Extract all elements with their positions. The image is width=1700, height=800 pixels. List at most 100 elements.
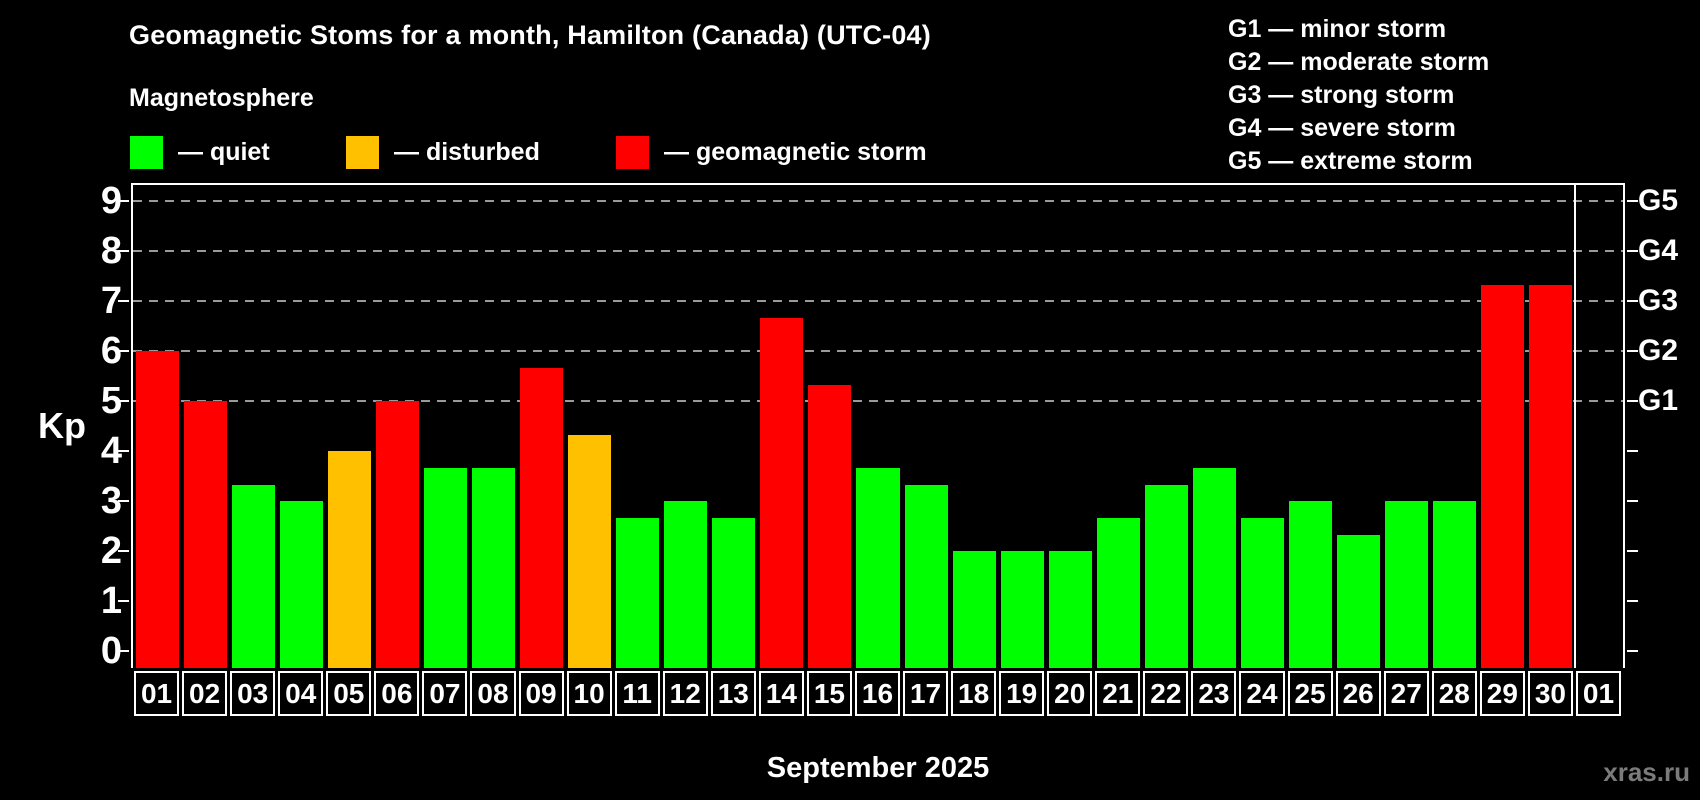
right-axis-tick <box>1627 400 1638 402</box>
day-label-24: 24 <box>1239 671 1285 716</box>
day-label-23: 23 <box>1191 671 1237 716</box>
left-axis-tick <box>118 400 129 402</box>
day-label-20: 20 <box>1047 671 1093 716</box>
kp-bar-day-06 <box>375 401 419 668</box>
gridline-kp8 <box>133 250 1623 252</box>
kp-bar-day-12 <box>664 501 708 668</box>
g2-legend-line: G2 — moderate storm <box>1228 48 1490 76</box>
day-label-18: 18 <box>951 671 997 716</box>
day-label-11: 11 <box>614 671 660 716</box>
left-axis-tick <box>118 300 129 302</box>
month-boundary-line <box>1573 185 1576 668</box>
left-axis-tick <box>118 200 129 202</box>
day-label-25: 25 <box>1287 671 1333 716</box>
y-tick-label-3: 3 <box>100 480 122 522</box>
status-legend: — quiet — disturbed — geomagnetic storm <box>130 136 927 169</box>
day-label-28: 28 <box>1431 671 1477 716</box>
kp-bar-day-03 <box>231 484 275 668</box>
kp-bar-day-13 <box>712 517 756 668</box>
kp-bar-day-09 <box>520 367 564 668</box>
day-label-10: 10 <box>566 671 612 716</box>
quiet-label: — quiet <box>178 138 270 166</box>
y-tick-label-8: 8 <box>100 230 122 272</box>
day-label-17: 17 <box>903 671 949 716</box>
g1-legend-line: G1 — minor storm <box>1228 15 1447 43</box>
y-tick-label-2: 2 <box>100 530 122 572</box>
right-axis-label-g5: G5 <box>1638 184 1679 217</box>
day-label-09: 09 <box>518 671 564 716</box>
day-label-13: 13 <box>710 671 756 716</box>
kp-bar-day-20 <box>1048 551 1092 668</box>
y-tick-label-0: 0 <box>100 630 122 672</box>
kp-bar-day-14 <box>760 317 804 668</box>
g4-legend-line: G4 — severe storm <box>1228 114 1456 142</box>
right-axis-tick <box>1627 450 1638 452</box>
kp-bar-day-15 <box>808 384 852 668</box>
legend-item-disturbed: — disturbed <box>346 136 616 169</box>
day-label-29: 29 <box>1479 671 1525 716</box>
kp-bar-day-17 <box>904 484 948 668</box>
kp-bar-day-18 <box>952 551 996 668</box>
y-tick-label-1: 1 <box>100 580 122 622</box>
day-label-02: 02 <box>182 671 228 716</box>
right-axis-tick <box>1627 250 1638 252</box>
kp-bar-day-28 <box>1433 501 1477 668</box>
day-label-26: 26 <box>1335 671 1381 716</box>
day-label-19: 19 <box>999 671 1045 716</box>
right-axis-tick <box>1627 550 1638 552</box>
right-axis-tick <box>1627 200 1638 202</box>
kp-bar-day-05 <box>327 451 371 668</box>
day-label-08: 08 <box>470 671 516 716</box>
day-label-07: 07 <box>422 671 468 716</box>
left-axis-tick <box>118 500 129 502</box>
quiet-swatch <box>130 136 163 169</box>
day-label-22: 22 <box>1143 671 1189 716</box>
left-axis-tick <box>118 600 129 602</box>
kp-bar-day-29 <box>1481 284 1525 668</box>
kp-bar-day-11 <box>616 517 660 668</box>
plot-area <box>118 183 1638 668</box>
storm-swatch <box>616 136 649 169</box>
kp-bar-day-19 <box>1000 551 1044 668</box>
plot-inner <box>118 185 1638 668</box>
right-axis-tick <box>1627 500 1638 502</box>
gridline-kp5 <box>133 400 1623 402</box>
disturbed-swatch <box>346 136 379 169</box>
day-label-next-01: 01 <box>1575 671 1621 716</box>
y-tick-label-7: 7 <box>100 280 122 322</box>
disturbed-label: — disturbed <box>394 138 540 166</box>
day-label-21: 21 <box>1095 671 1141 716</box>
y-tick-label-9: 9 <box>100 180 122 222</box>
day-label-16: 16 <box>854 671 901 716</box>
day-label-03: 03 <box>230 671 276 716</box>
kp-bar-day-21 <box>1096 517 1140 668</box>
kp-bar-day-27 <box>1385 501 1429 668</box>
kp-bar-day-25 <box>1289 501 1333 668</box>
day-label-12: 12 <box>662 671 708 716</box>
right-axis-label-g1: G1 <box>1638 384 1679 417</box>
kp-bar-day-26 <box>1337 534 1381 668</box>
day-label-05: 05 <box>326 671 372 716</box>
y-tick-label-6: 6 <box>100 330 122 372</box>
g-scale-legend: G1 — minor storm G2 — moderate storm G3 … <box>1228 13 1489 178</box>
legend-item-storm: — geomagnetic storm <box>616 136 927 169</box>
chart-title: Geomagnetic Stoms for a month, Hamilton … <box>129 20 931 50</box>
left-axis-tick <box>118 450 129 452</box>
day-label-01: 01 <box>134 671 180 716</box>
kp-bar-day-24 <box>1240 517 1285 668</box>
day-label-14: 14 <box>758 671 804 716</box>
day-label-30: 30 <box>1527 671 1573 716</box>
day-label-04: 04 <box>278 671 324 716</box>
kp-bar-day-16 <box>856 467 900 668</box>
day-label-06: 06 <box>374 671 420 716</box>
day-label-15: 15 <box>806 671 852 716</box>
storm-label: — geomagnetic storm <box>664 138 927 166</box>
y-tick-label-4: 4 <box>100 430 122 472</box>
day-label-27: 27 <box>1383 671 1429 716</box>
kp-bar-day-01 <box>135 351 179 668</box>
kp-bar-day-02 <box>183 401 227 668</box>
left-axis-tick <box>118 250 129 252</box>
left-axis-tick <box>118 550 129 552</box>
right-axis-label-g2: G2 <box>1638 334 1679 367</box>
